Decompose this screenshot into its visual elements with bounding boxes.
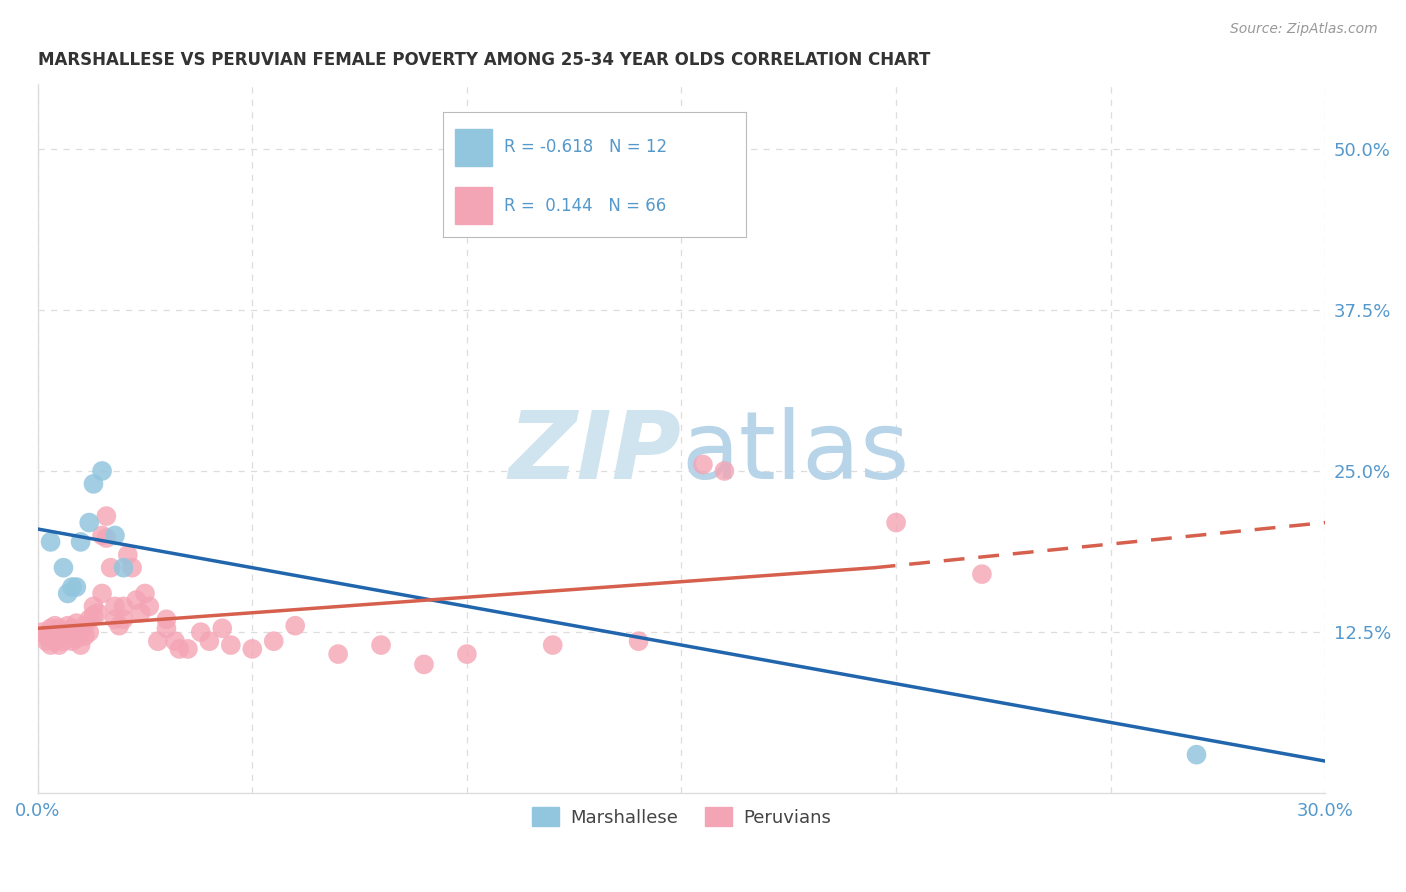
Point	[56, 629, 79, 643]
Point	[60, 580, 83, 594]
Point	[240, 641, 263, 656]
Legend: Marshallese, Peruvians: Marshallese, Peruvians	[524, 800, 838, 834]
Point	[48, 621, 70, 635]
Point	[39, 638, 62, 652]
Point	[970, 567, 993, 582]
Point	[35, 634, 58, 648]
Point	[100, 560, 122, 574]
Point	[39, 535, 62, 549]
Text: ZIP: ZIP	[509, 407, 682, 499]
Point	[134, 586, 156, 600]
Point	[263, 634, 285, 648]
Point	[627, 634, 650, 648]
Point	[108, 618, 131, 632]
Point	[177, 641, 200, 656]
Point	[60, 634, 83, 648]
Point	[31, 625, 53, 640]
Point	[104, 599, 127, 614]
Point	[541, 638, 564, 652]
Text: Source: ZipAtlas.com: Source: ZipAtlas.com	[1230, 22, 1378, 37]
Point	[169, 641, 191, 656]
Point	[65, 580, 87, 594]
Point	[56, 618, 79, 632]
Point	[35, 629, 58, 643]
Point	[82, 608, 104, 623]
Point	[211, 621, 233, 635]
Point	[52, 560, 75, 574]
Point	[155, 621, 177, 635]
Point	[112, 560, 135, 574]
Point	[125, 593, 148, 607]
Point	[48, 629, 70, 643]
Point	[884, 516, 907, 530]
Point	[52, 634, 75, 648]
Point	[456, 647, 478, 661]
Point	[87, 606, 110, 620]
Point	[112, 612, 135, 626]
Point	[129, 606, 152, 620]
Point	[104, 612, 127, 626]
Point	[117, 548, 139, 562]
Point	[69, 535, 91, 549]
Point	[44, 618, 66, 632]
Point	[96, 531, 118, 545]
Point	[163, 634, 186, 648]
Point	[198, 634, 221, 648]
Point	[52, 625, 75, 640]
Point	[112, 599, 135, 614]
Point	[326, 647, 349, 661]
Point	[146, 634, 169, 648]
Point	[91, 586, 114, 600]
Point	[73, 629, 96, 643]
Point	[65, 616, 87, 631]
Point	[60, 621, 83, 635]
Point	[413, 657, 436, 672]
Point	[73, 618, 96, 632]
Point	[121, 560, 143, 574]
Point	[82, 599, 104, 614]
Point	[370, 638, 392, 652]
Point	[77, 612, 100, 626]
Point	[65, 632, 87, 646]
Point	[69, 625, 91, 640]
Point	[1185, 747, 1208, 762]
Point	[104, 528, 127, 542]
Point	[39, 621, 62, 635]
Point	[713, 464, 735, 478]
Point	[77, 625, 100, 640]
Point	[44, 634, 66, 648]
Text: MARSHALLESE VS PERUVIAN FEMALE POVERTY AMONG 25-34 YEAR OLDS CORRELATION CHART: MARSHALLESE VS PERUVIAN FEMALE POVERTY A…	[38, 51, 929, 69]
Point	[91, 464, 114, 478]
Point	[56, 586, 79, 600]
Point	[190, 625, 212, 640]
Point	[284, 618, 307, 632]
Point	[82, 476, 104, 491]
Point	[155, 612, 177, 626]
Point	[138, 599, 160, 614]
Point	[91, 528, 114, 542]
Point	[77, 516, 100, 530]
Point	[692, 458, 714, 472]
Point	[69, 638, 91, 652]
Text: atlas: atlas	[682, 407, 910, 499]
Point	[96, 509, 118, 524]
Point	[48, 638, 70, 652]
Point	[219, 638, 242, 652]
